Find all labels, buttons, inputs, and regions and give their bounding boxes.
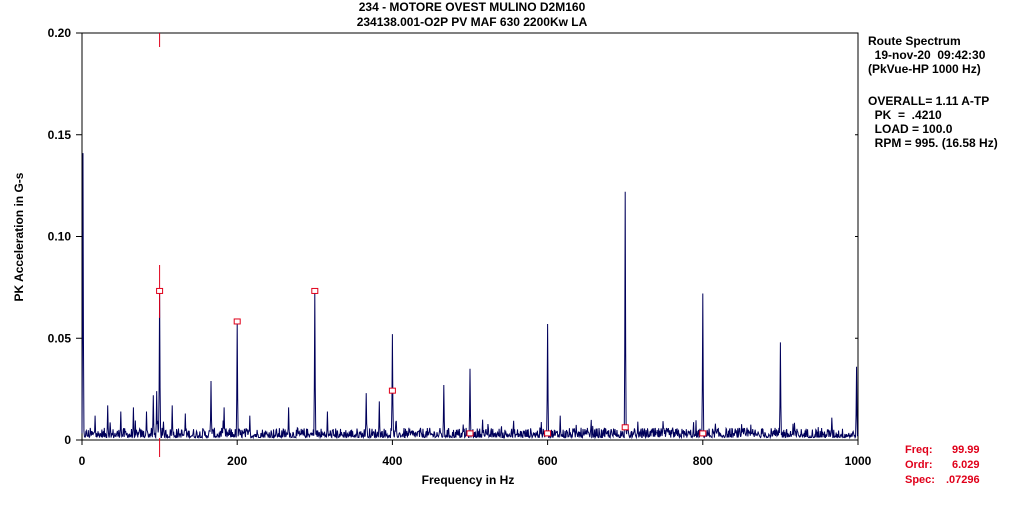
harmonic-marker bbox=[621, 424, 629, 431]
x-tick-label: 200 bbox=[227, 454, 247, 468]
x-tick-label: 0 bbox=[79, 454, 86, 468]
y-tick-label: 0 bbox=[64, 433, 71, 447]
info-rpm: RPM = 995. (16.58 Hz) bbox=[868, 136, 998, 150]
info-mode: (PkVue-HP 1000 Hz) bbox=[868, 62, 981, 76]
harmonic-markers bbox=[156, 287, 707, 437]
harmonic-marker bbox=[233, 318, 241, 325]
cursor-ordr-value: 6.029 bbox=[952, 459, 980, 471]
cursor-spec-value: .07296 bbox=[946, 474, 980, 486]
info-load: LOAD = 100.0 bbox=[868, 122, 953, 136]
cursor-ordr-label: Ordr: bbox=[905, 459, 933, 471]
x-tick-label: 400 bbox=[382, 454, 402, 468]
info-date: 19-nov-20 09:42:30 bbox=[868, 48, 986, 62]
x-tick-label: 800 bbox=[693, 454, 713, 468]
x-tick-label: 600 bbox=[538, 454, 558, 468]
y-tick-label: 0.20 bbox=[48, 26, 72, 40]
harmonic-marker bbox=[156, 287, 164, 294]
harmonic-marker bbox=[388, 387, 396, 394]
x-tick-label: 1000 bbox=[845, 454, 872, 468]
spectrum-line bbox=[81, 153, 859, 440]
chart-title: 234 - MOTORE OVEST MULINO D2M160 bbox=[358, 0, 586, 14]
y-tick-label: 0.05 bbox=[48, 331, 72, 345]
cursor-spec-label: Spec: bbox=[905, 474, 935, 486]
y-tick-label: 0.15 bbox=[48, 128, 72, 142]
harmonic-marker bbox=[544, 430, 552, 437]
info-route: Route Spectrum bbox=[868, 34, 961, 48]
y-axis-label: PK Acceleration in G-s bbox=[12, 172, 26, 301]
y-tick-label: 0.10 bbox=[48, 230, 72, 244]
cursor-freq-label: Freq: bbox=[905, 444, 933, 456]
chart-subtitle: 234138.001-O2P PV MAF 630 2200Kw LA bbox=[356, 15, 588, 29]
harmonic-marker bbox=[466, 430, 474, 437]
cursor-freq-value: 99.99 bbox=[952, 444, 980, 456]
harmonic-marker bbox=[699, 430, 707, 437]
info-overall: OVERALL= 1.11 A-TP bbox=[868, 94, 990, 108]
spectrum-series bbox=[81, 153, 859, 440]
info-pk: PK = .4210 bbox=[868, 108, 942, 122]
x-axis-label: Frequency in Hz bbox=[422, 473, 515, 487]
axis-ticks: 0 200 400 600 800 1000 0 0.05 0.10 0.15 0.20 bbox=[48, 26, 872, 468]
harmonic-marker bbox=[311, 287, 319, 294]
